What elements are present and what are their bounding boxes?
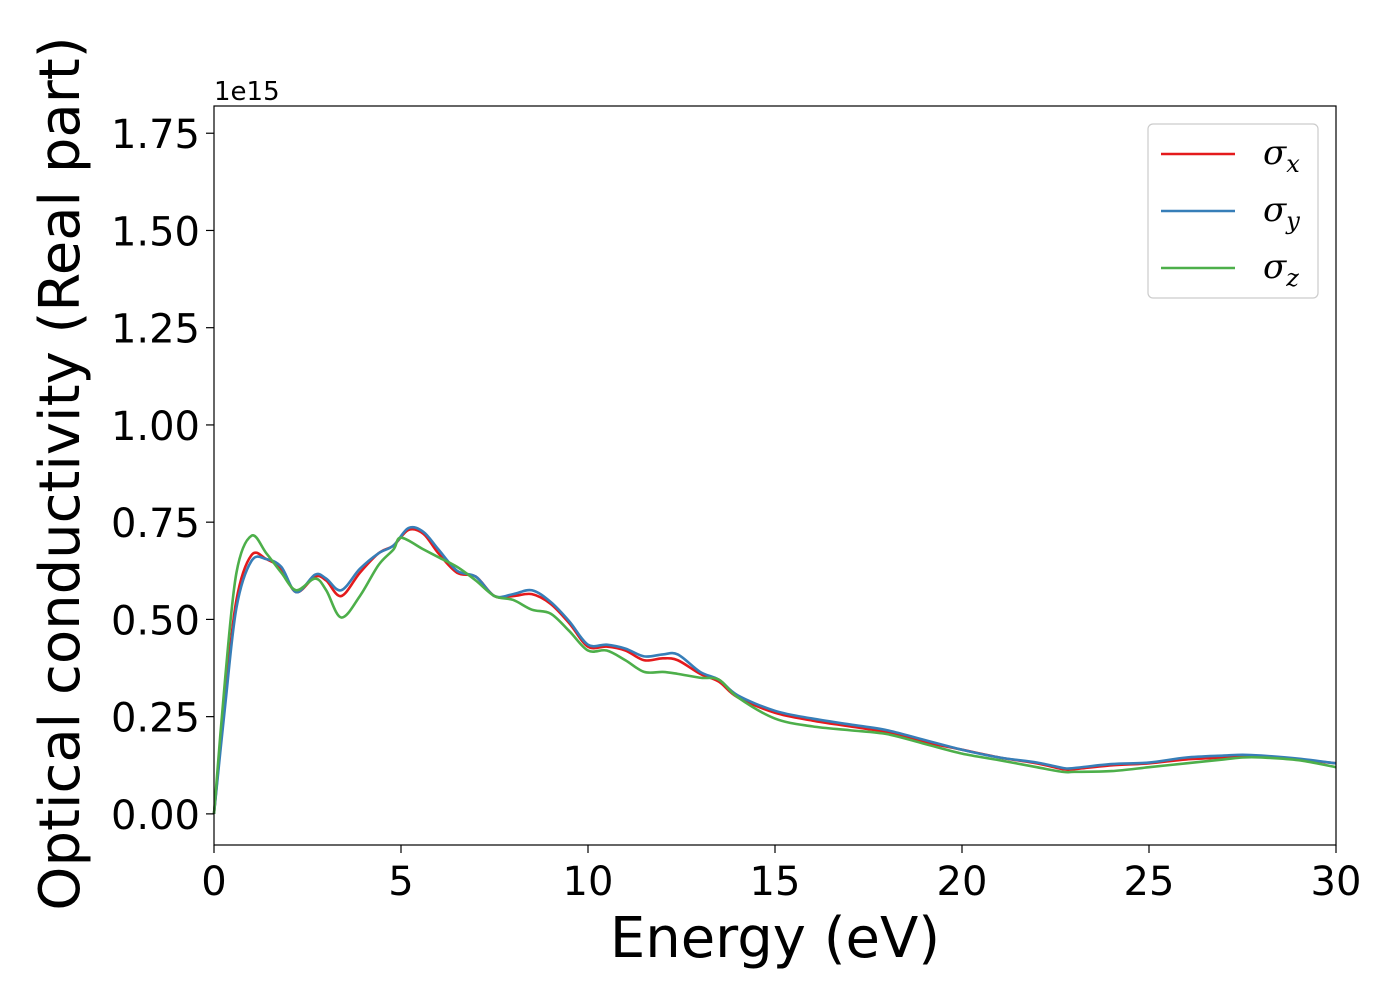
y-tick-label: 1.25 (111, 307, 200, 353)
series-line-x (212, 527, 1337, 815)
y-offset-label: 1e15 (214, 77, 280, 107)
y-tick-label: 1.00 (111, 404, 200, 450)
x-tick-label: 30 (1311, 859, 1362, 905)
y-axis-title: Optical conductivity (Real part) (28, 36, 93, 910)
y-tick-label: 1.75 (111, 112, 200, 158)
y-tick-label: 0.25 (111, 696, 200, 742)
y-tick-label: 0.75 (111, 501, 200, 547)
series-line-z (212, 534, 1337, 814)
legend-label-x: σx (1263, 133, 1300, 178)
legend-label-y: σy (1263, 190, 1300, 235)
x-tick-label: 0 (201, 859, 226, 905)
x-tick-label: 15 (750, 859, 801, 905)
x-axis: 0 5 10 15 20 25 30 (201, 845, 1361, 905)
x-tick-label: 10 (563, 859, 614, 905)
x-axis-title: Energy (eV) (610, 906, 940, 971)
y-tick-label: 0.00 (111, 793, 200, 839)
series-line-y (212, 525, 1337, 815)
series-layer (212, 525, 1337, 815)
y-tick-label: 1.50 (111, 209, 200, 255)
x-tick-label: 20 (937, 859, 988, 905)
legend-label-z: σz (1263, 247, 1299, 292)
y-axis: 0.00 0.25 0.50 0.75 1.00 1.25 1.50 1.75 (111, 112, 214, 839)
y-tick-label: 0.50 (111, 598, 200, 644)
legend: σx σy σz (1147, 123, 1319, 299)
x-tick-label: 5 (388, 859, 413, 905)
x-tick-label: 25 (1124, 859, 1175, 905)
